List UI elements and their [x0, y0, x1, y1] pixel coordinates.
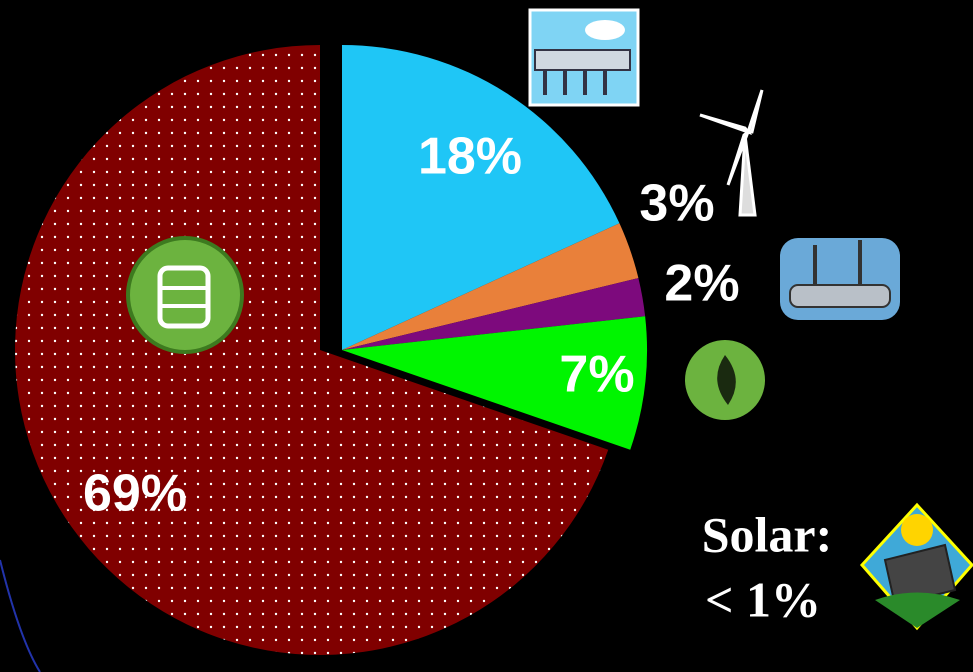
geothermal-icon: [780, 238, 900, 320]
value-label: 3%: [639, 175, 714, 233]
decor-arc: [0, 559, 41, 672]
pie-slice: [342, 278, 646, 350]
solar-icon: [859, 502, 973, 631]
value-label: 7%: [559, 346, 634, 404]
wind-icon: [699, 89, 764, 217]
biomass-icon: [685, 340, 765, 420]
value-label: 69%: [83, 465, 187, 523]
annotation: < 1%: [705, 571, 821, 627]
pie-slice: [342, 316, 647, 450]
pie-slice: [342, 223, 639, 350]
value-label: 2%: [664, 255, 739, 313]
pie-slice: [342, 45, 620, 350]
pie-slice: [14, 45, 609, 655]
hydro-icon: [528, 8, 640, 107]
annotation: Solar:: [702, 506, 833, 562]
value-label: 18%: [418, 128, 522, 186]
oil-icon: [126, 236, 244, 354]
pie: [14, 45, 647, 655]
